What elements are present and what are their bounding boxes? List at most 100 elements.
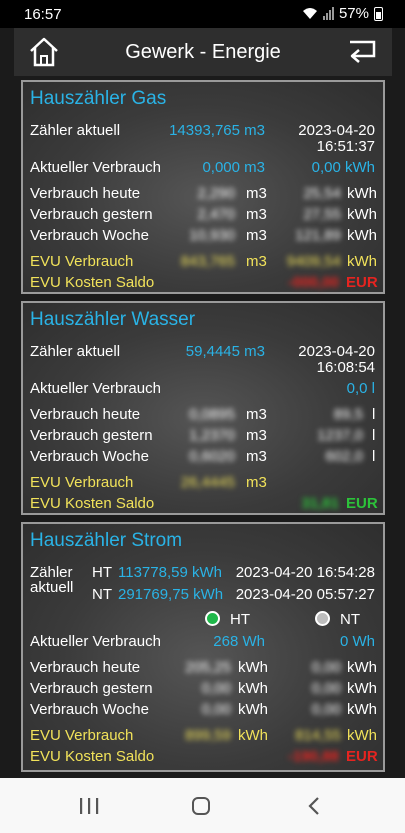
power-unit-kwh: kWh [238,659,268,676]
power-today-nt: 0,00 [311,659,341,676]
power-ht-datetime: 2023-04-20 16:54:28 [235,564,375,581]
power-title: Hauszähler Strom [30,530,183,551]
water-cost-label: EVU Kosten Saldo [30,495,155,512]
water-unit-m3: m3 [246,406,267,423]
gas-unit-m3: m3 [246,227,267,244]
power-yesterday-nt: 0,00 [311,680,341,697]
gas-meter-value: 14393,765 m3 [169,122,265,139]
power-evu-ht: 899,59 [185,727,231,744]
water-today-m3: 0,0895 [189,406,235,423]
water-meter-time: 16:08:54 [316,359,375,376]
power-nt-value: 291769,75 kWh [118,586,224,603]
battery-icon [374,6,383,21]
power-today-label: Verbrauch heute [30,659,141,676]
water-unit-m3: m3 [246,448,267,465]
water-meter-date: 2023-04-20 [298,343,375,360]
water-evu-label: EVU Verbrauch [30,474,134,491]
power-unit-kwh: kWh [238,701,268,718]
recent-apps-icon[interactable] [77,796,101,816]
gas-evu-label: EVU Verbrauch [30,253,134,270]
gas-current-kwh: 0,00 kWh [311,159,375,176]
gas-unit-m3: m3 [246,206,267,223]
wifi-icon [302,8,317,19]
water-today-l: 89,5 [333,406,363,423]
page-title: Gewerk - Energie [125,41,281,63]
power-unit-kwh: kWh [238,680,268,697]
gas-meter-date: 2023-04-20 [298,122,375,139]
gas-unit-kwh: kWh [347,185,377,202]
signal-icon [322,7,334,20]
ht-indicator-label: HT [230,611,250,628]
home-icon[interactable] [28,36,60,68]
gas-meter-time: 16:51:37 [316,138,375,155]
gas-week-kwh: 121,89 [295,227,341,244]
power-nt-datetime: 2023-04-20 05:57:27 [235,586,375,603]
gas-evu-kwh: 9409,54 [286,253,341,270]
gas-unit-m3: m3 [246,185,267,202]
water-week-l: 602,0 [325,448,363,465]
power-unit-kwh: kWh [347,659,377,676]
water-yesterday-label: Verbrauch gestern [30,427,153,444]
water-meter-label: Zähler aktuell [30,343,121,360]
gas-current-label: Aktueller Verbrauch [30,159,161,176]
water-current-l: 0,0 l [346,380,375,397]
water-unit-m3: m3 [246,474,267,491]
nt-inactive-indicator [315,611,330,626]
water-current-label: Aktueller Verbrauch [30,380,161,397]
status-icons: 57% [302,5,383,22]
gas-unit-kwh: kWh [347,227,377,244]
power-week-ht: 0,00 [201,701,231,718]
gas-unit-kwh: kWh [347,253,377,270]
status-time: 16:57 [24,6,62,23]
water-week-label: Verbrauch Woche [30,448,149,465]
nt-indicator-label: NT [340,611,360,628]
gas-current-m3: 0,000 m3 [202,159,265,176]
water-meter-card: Hauszähler Wasser Zähler aktuell 59,4445… [21,301,385,515]
gas-cost-label: EVU Kosten Saldo [30,274,155,291]
gas-unit-m3: m3 [246,253,267,270]
gas-week-m3: 10,930 [189,227,235,244]
power-meter-label-2: aktuell [30,579,74,596]
gas-title: Hauszähler Gas [30,88,167,109]
power-evu-nt: 814,55 [295,727,341,744]
power-unit-kwh: kWh [347,727,377,744]
gas-today-kwh: 25,54 [303,185,341,202]
water-today-label: Verbrauch heute [30,406,141,423]
water-unit-m3: m3 [246,427,267,444]
gas-today-label: Verbrauch heute [30,185,141,202]
back-icon[interactable] [303,796,327,816]
gas-yesterday-m3: 2,470 [197,206,235,223]
return-icon[interactable] [346,38,378,66]
power-cost-label: EVU Kosten Saldo [30,748,155,765]
water-yesterday-m3: 1,2370 [189,427,235,444]
water-unit-eur: EUR [346,495,378,512]
power-nt-label: NT [92,586,112,603]
water-meter-value: 59,4445 m3 [185,343,265,360]
gas-yesterday-kwh: 27,55 [303,206,341,223]
power-unit-kwh: kWh [347,680,377,697]
home-button-icon[interactable] [189,796,213,816]
water-week-m3: 0,6020 [189,448,235,465]
gas-meter-card: Hauszähler Gas Zähler aktuell 14393,765 … [21,80,385,294]
power-meter-card: Hauszähler Strom Zähler aktuell HT 11377… [21,522,385,772]
gas-evu-m3: 843,765 [180,253,235,270]
power-yesterday-label: Verbrauch gestern [30,680,153,697]
gas-week-label: Verbrauch Woche [30,227,149,244]
status-bar: 16:57 57% [0,0,405,28]
power-evu-label: EVU Verbrauch [30,727,134,744]
water-evu-m3: 26,4445 [180,474,235,491]
gas-cost-value: -000,00 [288,274,339,291]
gas-unit-eur: EUR [346,274,378,291]
water-unit-l: l [372,448,376,465]
ht-active-indicator [205,611,220,626]
water-cost-value: 31,81 [301,495,339,512]
battery-percent: 57% [338,5,369,22]
app-header: Gewerk - Energie [14,28,392,76]
water-yesterday-l: 1237,0 [317,427,363,444]
power-today-ht: 205,25 [185,659,231,676]
power-unit-eur: EUR [346,748,378,765]
water-unit-l: l [372,427,376,444]
power-meter-label: Zähler [30,564,73,581]
power-unit-kwh: kWh [238,727,268,744]
power-current-label: Aktueller Verbrauch [30,633,161,650]
